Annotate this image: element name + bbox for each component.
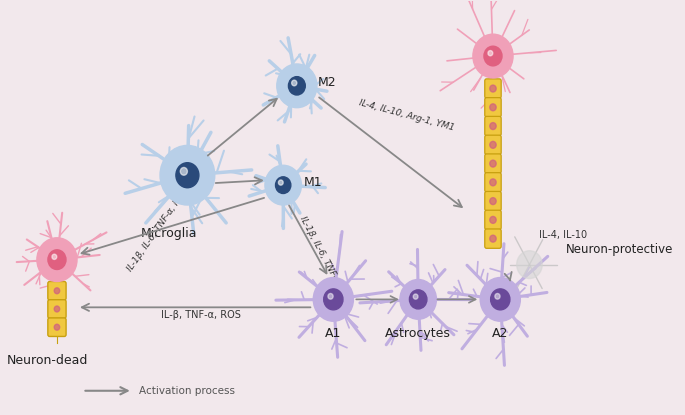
Circle shape: [37, 238, 77, 281]
Circle shape: [488, 51, 493, 56]
FancyBboxPatch shape: [485, 79, 501, 98]
FancyBboxPatch shape: [485, 210, 501, 229]
Text: M2: M2: [318, 76, 336, 89]
Circle shape: [490, 289, 510, 310]
Circle shape: [413, 294, 418, 299]
Text: Neuron-dead: Neuron-dead: [7, 354, 88, 367]
Circle shape: [490, 179, 496, 186]
Circle shape: [490, 122, 496, 129]
Circle shape: [480, 278, 521, 321]
Text: M1: M1: [304, 176, 323, 189]
FancyBboxPatch shape: [48, 318, 66, 337]
Circle shape: [490, 216, 496, 223]
FancyBboxPatch shape: [485, 229, 501, 248]
Circle shape: [277, 64, 317, 107]
FancyBboxPatch shape: [485, 98, 501, 117]
Circle shape: [48, 250, 66, 269]
FancyBboxPatch shape: [485, 191, 501, 211]
Circle shape: [490, 104, 496, 111]
FancyBboxPatch shape: [48, 281, 66, 300]
FancyBboxPatch shape: [485, 116, 501, 136]
Circle shape: [265, 165, 301, 205]
Circle shape: [490, 142, 496, 148]
Text: IL-1β, IL-6, TNF-α, NO, PGE2: IL-1β, IL-6, TNF-α, NO, PGE2: [125, 166, 204, 273]
Circle shape: [490, 85, 496, 92]
Text: A2: A2: [492, 327, 508, 340]
Circle shape: [52, 254, 57, 259]
Text: IL-1β, IL-6, TNF-α: IL-1β, IL-6, TNF-α: [298, 215, 341, 285]
Circle shape: [313, 278, 353, 321]
Text: IL-β, TNF-α, ROS: IL-β, TNF-α, ROS: [161, 310, 241, 320]
Circle shape: [275, 177, 291, 193]
Circle shape: [410, 290, 427, 309]
Circle shape: [516, 251, 543, 278]
FancyBboxPatch shape: [485, 173, 501, 192]
FancyBboxPatch shape: [485, 154, 501, 173]
Text: IL-4, IL-10, Arg-1, YM1: IL-4, IL-10, Arg-1, YM1: [358, 98, 455, 133]
Text: Neuron-protective: Neuron-protective: [566, 243, 673, 256]
Circle shape: [490, 235, 496, 242]
Circle shape: [180, 168, 188, 175]
FancyBboxPatch shape: [485, 135, 501, 154]
Circle shape: [54, 306, 60, 312]
Circle shape: [288, 77, 306, 95]
Text: Astrocytes: Astrocytes: [385, 327, 451, 340]
Circle shape: [484, 46, 502, 66]
Circle shape: [292, 80, 297, 86]
Circle shape: [473, 34, 513, 78]
Circle shape: [328, 293, 333, 299]
Circle shape: [400, 280, 436, 319]
Circle shape: [495, 293, 500, 299]
Circle shape: [54, 324, 60, 330]
Circle shape: [160, 145, 215, 205]
Circle shape: [278, 180, 283, 185]
Text: A1: A1: [325, 327, 342, 340]
Text: Microglia: Microglia: [141, 227, 197, 240]
Text: Activation process: Activation process: [139, 386, 235, 396]
FancyBboxPatch shape: [48, 300, 66, 318]
Text: IL-4, IL-10: IL-4, IL-10: [538, 230, 587, 240]
Circle shape: [324, 289, 343, 310]
Circle shape: [490, 160, 496, 167]
Circle shape: [176, 163, 199, 188]
Circle shape: [54, 288, 60, 294]
Circle shape: [490, 198, 496, 205]
